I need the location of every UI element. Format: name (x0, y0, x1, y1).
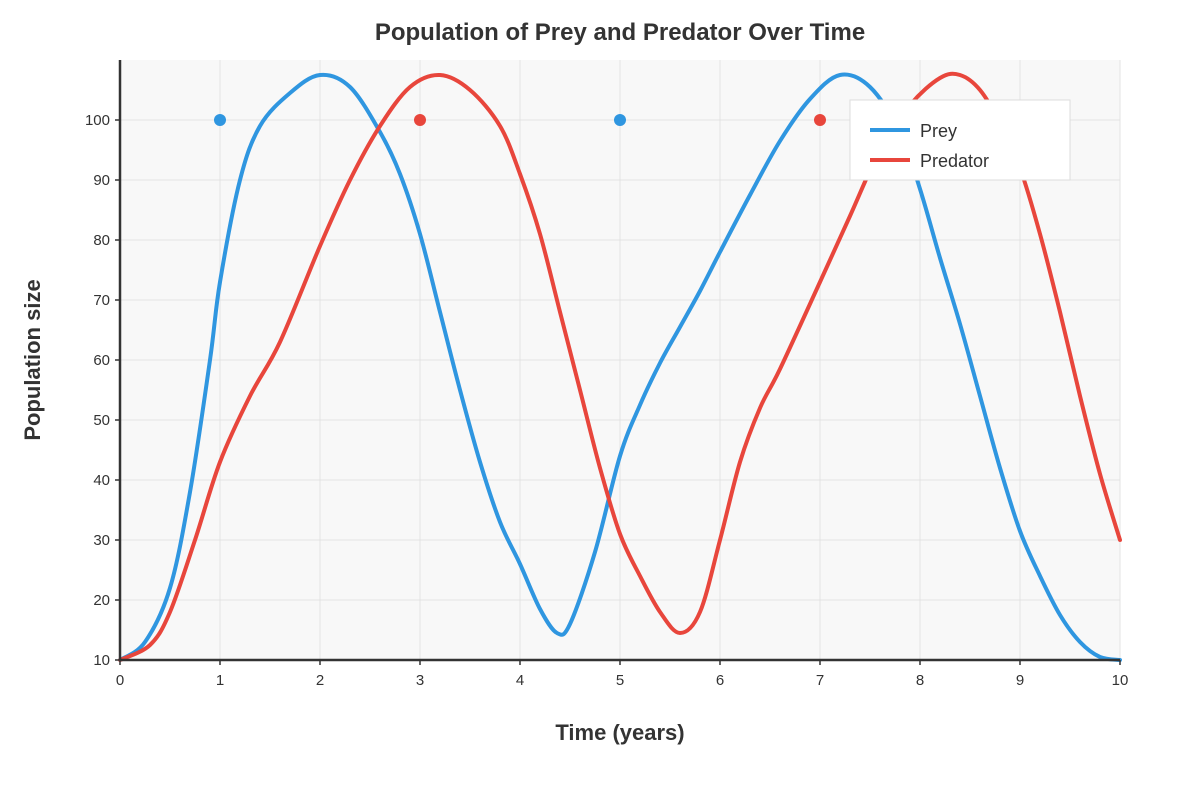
y-tick-label: 30 (93, 532, 110, 549)
y-tick-label: 60 (93, 352, 110, 369)
data-marker (814, 114, 826, 126)
x-axis-title: Time (years) (555, 720, 684, 745)
data-marker (614, 114, 626, 126)
y-tick-label: 20 (93, 592, 110, 609)
chart-title: Population of Prey and Predator Over Tim… (375, 19, 865, 46)
y-tick-label: 50 (93, 412, 110, 429)
legend: Prey Predator (849, 99, 1071, 181)
data-marker (214, 114, 226, 126)
x-tick-label: 9 (1016, 672, 1024, 689)
y-tick-label: 40 (93, 472, 110, 489)
series-line-predator (118, 71, 1122, 662)
y-tick-label: 100 (85, 112, 110, 129)
series-line-prey (118, 72, 1122, 662)
series-lines (118, 71, 1122, 662)
x-tick-label: 5 (616, 672, 624, 689)
x-tick-label: 1 (216, 672, 224, 689)
x-tick-label: 2 (316, 672, 324, 689)
legend-label-prey: Prey (920, 121, 957, 141)
x-tick-label: 8 (916, 672, 924, 689)
x-tick-label: 3 (416, 672, 424, 689)
legend-box (849, 99, 1071, 181)
y-tick-label: 70 (93, 292, 110, 309)
tick-labels: 0 1 2 3 4 5 6 7 8 9 10 10 20 30 40 50 60 70 80 90 100 (85, 112, 1128, 689)
y-tick-label: 80 (93, 232, 110, 249)
legend-label-predator: Predator (920, 151, 989, 171)
x-tick-label: 10 (1112, 672, 1129, 689)
y-tick-label: 10 (93, 652, 110, 669)
x-tick-label: 6 (716, 672, 724, 689)
data-marker (414, 114, 426, 126)
x-tick-label: 0 (116, 672, 124, 689)
y-axis-title: Population size (20, 279, 45, 440)
x-tick-label: 7 (816, 672, 824, 689)
y-tick-label: 90 (93, 172, 110, 189)
x-tick-label: 4 (516, 672, 524, 689)
